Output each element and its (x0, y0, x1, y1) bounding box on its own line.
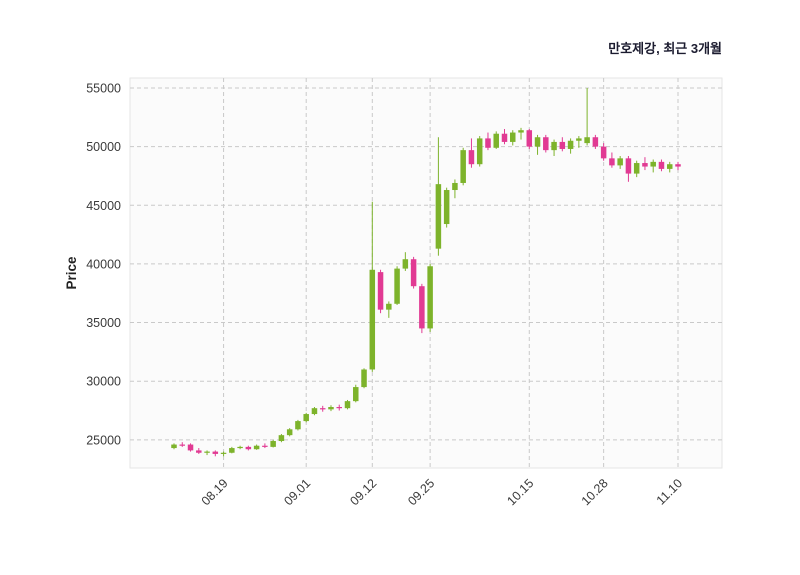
candle-body (534, 137, 541, 147)
candle-body (361, 369, 367, 388)
y-tick-label: 45000 (86, 199, 121, 213)
y-tick-label: 35000 (86, 316, 121, 330)
candle-body (510, 132, 516, 142)
candle-body (460, 150, 466, 183)
chart-title: 만호제강, 최근 3개월 (608, 41, 722, 56)
candle-body (493, 133, 499, 148)
candle-body (559, 141, 566, 149)
candle-body (592, 137, 599, 147)
x-tick-label: 09.12 (347, 476, 379, 508)
candle-body (419, 286, 425, 329)
x-tick-label: 11.10 (654, 476, 685, 507)
y-tick-label: 50000 (86, 140, 121, 154)
x-tick-label: 09.01 (281, 476, 313, 508)
candle-body (204, 451, 210, 453)
candle-body (344, 401, 351, 409)
candle-body (369, 269, 376, 370)
candle-body (179, 444, 186, 446)
candle-body (675, 164, 681, 167)
candle-body (328, 407, 334, 410)
y-axis-label: Price (64, 256, 79, 290)
candle-body (394, 268, 400, 304)
x-tick-label: 08.19 (199, 476, 231, 508)
candle-body (336, 407, 342, 409)
candle-body (386, 303, 392, 310)
candle-body (311, 408, 318, 415)
candle-body (237, 446, 243, 449)
candle-body (220, 452, 227, 454)
candle-body (435, 184, 442, 249)
candle-body (295, 421, 301, 430)
x-tick-label: 10.28 (579, 476, 611, 508)
candle-body (658, 161, 665, 169)
candle-body (262, 445, 268, 447)
candle-body (303, 414, 309, 422)
candle-body (245, 446, 252, 450)
candle-body (650, 161, 656, 167)
candle-body (377, 272, 384, 310)
candle-body (526, 130, 533, 147)
plot-area (129, 77, 723, 469)
candle-body (617, 158, 623, 166)
y-tick-label: 55000 (86, 81, 121, 95)
y-tick-label: 30000 (86, 375, 121, 389)
candle-body (666, 164, 673, 169)
x-tick-label: 10.15 (504, 476, 536, 508)
candle-body (600, 146, 607, 159)
candle-body (584, 137, 590, 144)
candle-body (196, 450, 202, 453)
candle-body (270, 441, 276, 447)
y-tick-label: 25000 (86, 433, 121, 447)
candle-body (443, 190, 450, 225)
candle-body (518, 130, 524, 133)
candle-body (642, 163, 648, 167)
candle-body (633, 163, 640, 174)
candle-body (625, 158, 632, 174)
candle-body (427, 266, 433, 329)
candle-body (229, 448, 235, 453)
candle-body (468, 150, 475, 165)
candle-body (253, 445, 260, 450)
candle-body (286, 429, 293, 436)
candle-body (476, 138, 483, 165)
candle-body (485, 138, 491, 148)
candle-body (171, 444, 177, 449)
candle-body (319, 408, 326, 410)
candle-body (576, 138, 582, 141)
candle-body (567, 140, 574, 149)
candle-body (452, 182, 458, 191)
x-tick-label: 09.25 (405, 476, 437, 508)
candle-body (187, 444, 194, 451)
candle-body (410, 259, 417, 287)
candle-body (609, 158, 615, 166)
plot-group: 25000 30000 35000 40000 45000 50000 55000 08.19… (86, 77, 723, 508)
candle-body (501, 133, 508, 142)
candle-body (402, 259, 409, 269)
candle-body (278, 435, 285, 442)
candle-body (551, 141, 557, 151)
candle-body (212, 451, 219, 454)
y-tick-label: 40000 (86, 257, 121, 271)
candle-body (353, 387, 359, 402)
candle-body (543, 137, 549, 151)
